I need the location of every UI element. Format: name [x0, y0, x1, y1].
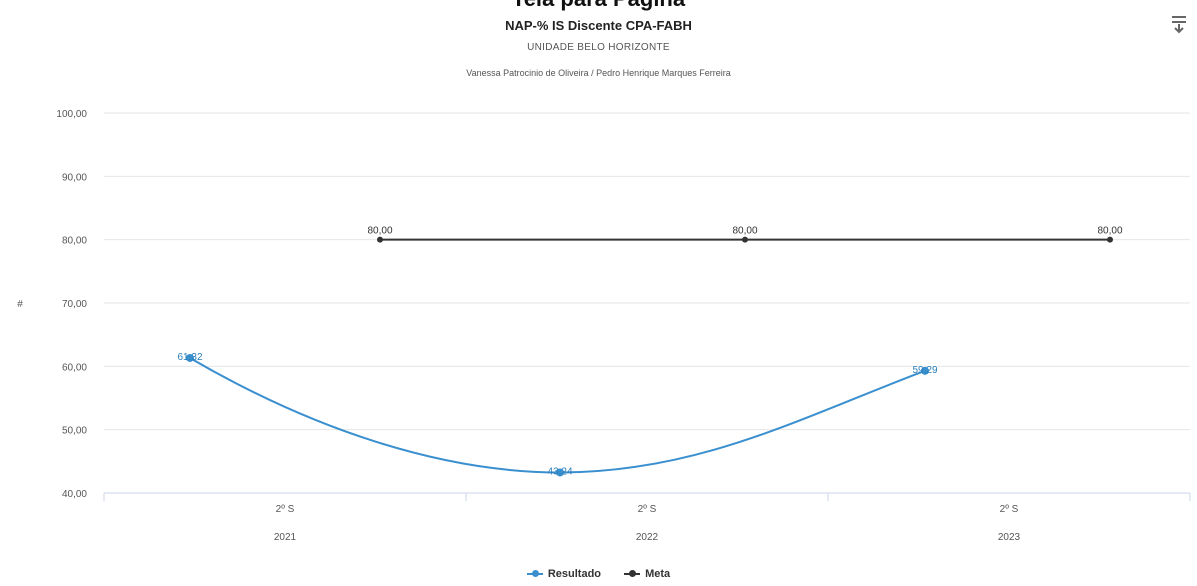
chart-subtitle-responsibles: Vanessa Patrocinio de Oliveira / Pedro H… [466, 68, 731, 78]
meta-data-label: 80,00 [732, 226, 757, 237]
legend: Resultado Meta [0, 566, 1197, 580]
resultado-point [921, 366, 929, 375]
series-line-resultado [189, 357, 926, 474]
meta-point [742, 236, 748, 243]
x-tick-label-year: 2023 [998, 532, 1021, 543]
meta-data-label: 80,00 [367, 226, 392, 237]
resultado-point [186, 353, 194, 362]
chart-title: NAP-% IS Discente CPA-FABH [505, 18, 692, 33]
legend-label-resultado: Resultado [547, 568, 602, 580]
meta-data-label: 80,00 [1097, 226, 1122, 237]
y-tick-label: 80,00 [62, 236, 87, 247]
x-tick-label: 2º S [276, 504, 295, 515]
y-tick-label: 100,00 [56, 109, 87, 120]
meta-point [1107, 236, 1113, 243]
resultado-data-label: 61,32 [177, 352, 202, 363]
y-tick-label: 40,00 [62, 489, 87, 500]
x-tick-label: 2º S [638, 504, 657, 515]
legend-label-meta: Meta [645, 568, 671, 580]
page-title: Tela para Pagina [0, 0, 1197, 12]
x-tick-label: 2º S [1000, 504, 1019, 515]
y-tick-label: 70,00 [62, 299, 87, 310]
x-tick-label-year: 2022 [636, 532, 659, 543]
chart-menu-icon[interactable] [1170, 14, 1188, 36]
resultado-data-label: 59,29 [912, 365, 937, 376]
legend-item-meta[interactable]: Meta [624, 568, 670, 580]
y-tick-label: 60,00 [62, 362, 87, 373]
x-tick-label-year: 2021 [274, 532, 297, 543]
resultado-point [556, 468, 564, 477]
y-tick-label: 90,00 [62, 172, 87, 183]
legend-item-resultado[interactable]: Resultado [526, 568, 602, 580]
chart-subtitle: UNIDADE BELO HORIZONTE [527, 42, 670, 53]
y-tick-label: 50,00 [62, 426, 87, 437]
meta-point [377, 236, 383, 243]
resultado-data-label: 43,24 [547, 466, 572, 477]
y-axis-label: # [17, 299, 23, 310]
